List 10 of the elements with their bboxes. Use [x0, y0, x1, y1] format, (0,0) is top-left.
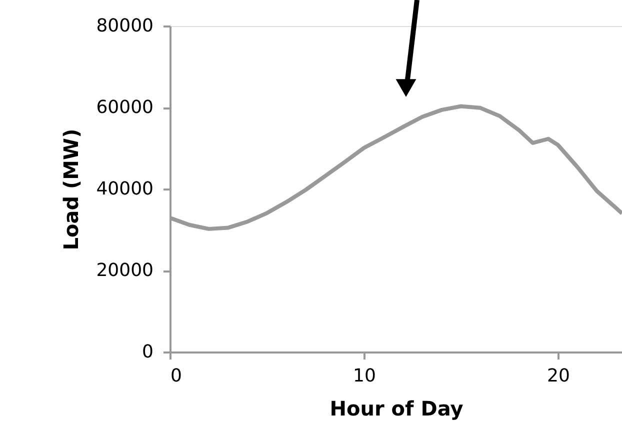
x-tick-label: 0	[170, 366, 182, 386]
y-tick-label: 60000	[96, 97, 154, 118]
y-tick-label: 20000	[96, 260, 154, 281]
y-tick-label: 0	[142, 342, 154, 362]
x-tick-label: 20	[547, 366, 570, 386]
x-tick-label: 10	[353, 366, 376, 386]
y-axis-title: Load (MW)	[59, 128, 84, 250]
y-tick-label: 80000	[96, 16, 154, 36]
y-tick-label: 40000	[96, 178, 154, 200]
x-axis-title: Hour of Day	[330, 396, 464, 420]
